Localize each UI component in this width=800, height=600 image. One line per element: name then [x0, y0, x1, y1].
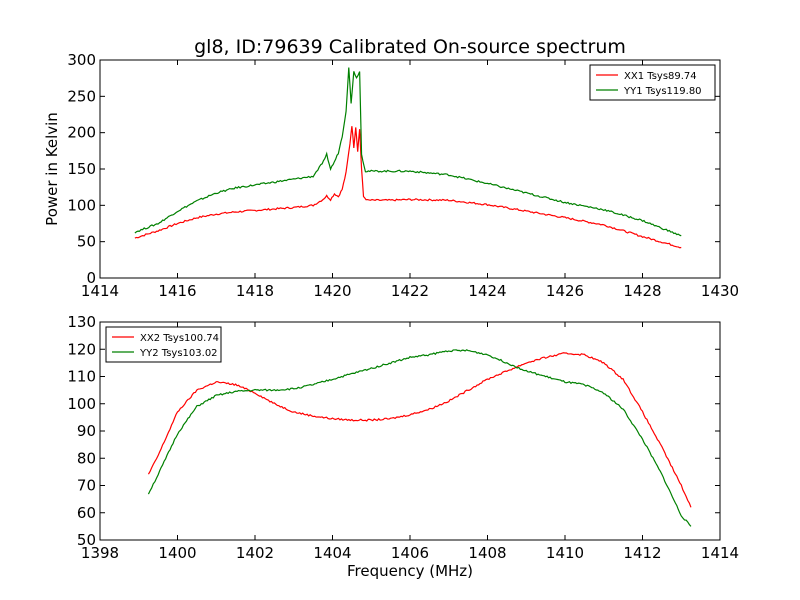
series-line-2 — [134, 67, 682, 237]
x-tick-label: 1400 — [158, 544, 196, 562]
legend-entry: XX2 Tsys100.74 — [140, 333, 219, 344]
x-tick-label: 1416 — [158, 282, 196, 300]
y-tick-label: 100 — [67, 196, 96, 214]
x-tick-label: 1406 — [391, 544, 429, 562]
x-tick-label: 1402 — [236, 544, 274, 562]
x-tick-label: 1410 — [546, 544, 584, 562]
y-tick-label: 120 — [67, 340, 96, 358]
y-tick-label: 50 — [77, 233, 96, 251]
legend-entry: XX1 Tsys89.74 — [624, 71, 697, 82]
x-tick-label: 1418 — [236, 282, 274, 300]
y-tick-label: 80 — [77, 449, 96, 467]
y-tick-label: 0 — [86, 269, 96, 287]
y-tick-label: 110 — [67, 368, 96, 386]
x-tick-label: 1404 — [313, 544, 351, 562]
x-tick-label: 1428 — [623, 282, 661, 300]
y-tick-label: 60 — [77, 504, 96, 522]
chart-title: gl8, ID:79639 Calibrated On-source spect… — [194, 36, 626, 58]
x-tick-label: 1422 — [391, 282, 429, 300]
y-tick-label: 150 — [67, 160, 96, 178]
x-tick-label: 1408 — [468, 544, 506, 562]
x-tick-label: 1426 — [546, 282, 584, 300]
x-tick-label: 1424 — [468, 282, 506, 300]
y-tick-label: 90 — [77, 422, 96, 440]
y-tick-label: 100 — [67, 395, 96, 413]
legend: XX1 Tsys89.74 YY1 Tsys119.80 — [589, 64, 716, 101]
x-tick-label: 1398 — [81, 544, 119, 562]
y-tick-label: 300 — [67, 51, 96, 69]
bottom-panel: 1398 1400 1402 1404 1406 1408 1410 1412 1414 50 60… — [67, 313, 739, 580]
x-tick-label: 1412 — [623, 544, 661, 562]
legend-entry: YY1 Tsys119.80 — [623, 86, 702, 97]
legend-box — [589, 64, 716, 101]
series-line-1 — [134, 126, 682, 249]
series-line-1 — [147, 352, 692, 508]
y-tick-label: 250 — [67, 87, 96, 105]
y-tick-label: 130 — [67, 313, 96, 331]
y-tick-label: 70 — [77, 477, 96, 495]
y-tick-label: 50 — [77, 531, 96, 549]
top-panel: 1414 1416 1418 1420 1422 1424 1426 1428 1430 0 50 1… — [43, 51, 739, 300]
x-tick-label: 1430 — [701, 282, 739, 300]
x-tick-label: 1414 — [701, 544, 739, 562]
x-tick-label: 1420 — [313, 282, 351, 300]
legend-entry: YY2 Tsys103.02 — [139, 348, 218, 359]
y-axis-label: Power in Kelvin — [43, 112, 61, 226]
legend-box — [105, 326, 222, 363]
x-tick-label: 1414 — [81, 282, 119, 300]
series-line-2 — [147, 349, 692, 527]
y-tick-label: 200 — [67, 124, 96, 142]
legend: XX2 Tsys100.74 YY2 Tsys103.02 — [105, 326, 222, 363]
x-axis-label: Frequency (MHz) — [347, 562, 473, 580]
